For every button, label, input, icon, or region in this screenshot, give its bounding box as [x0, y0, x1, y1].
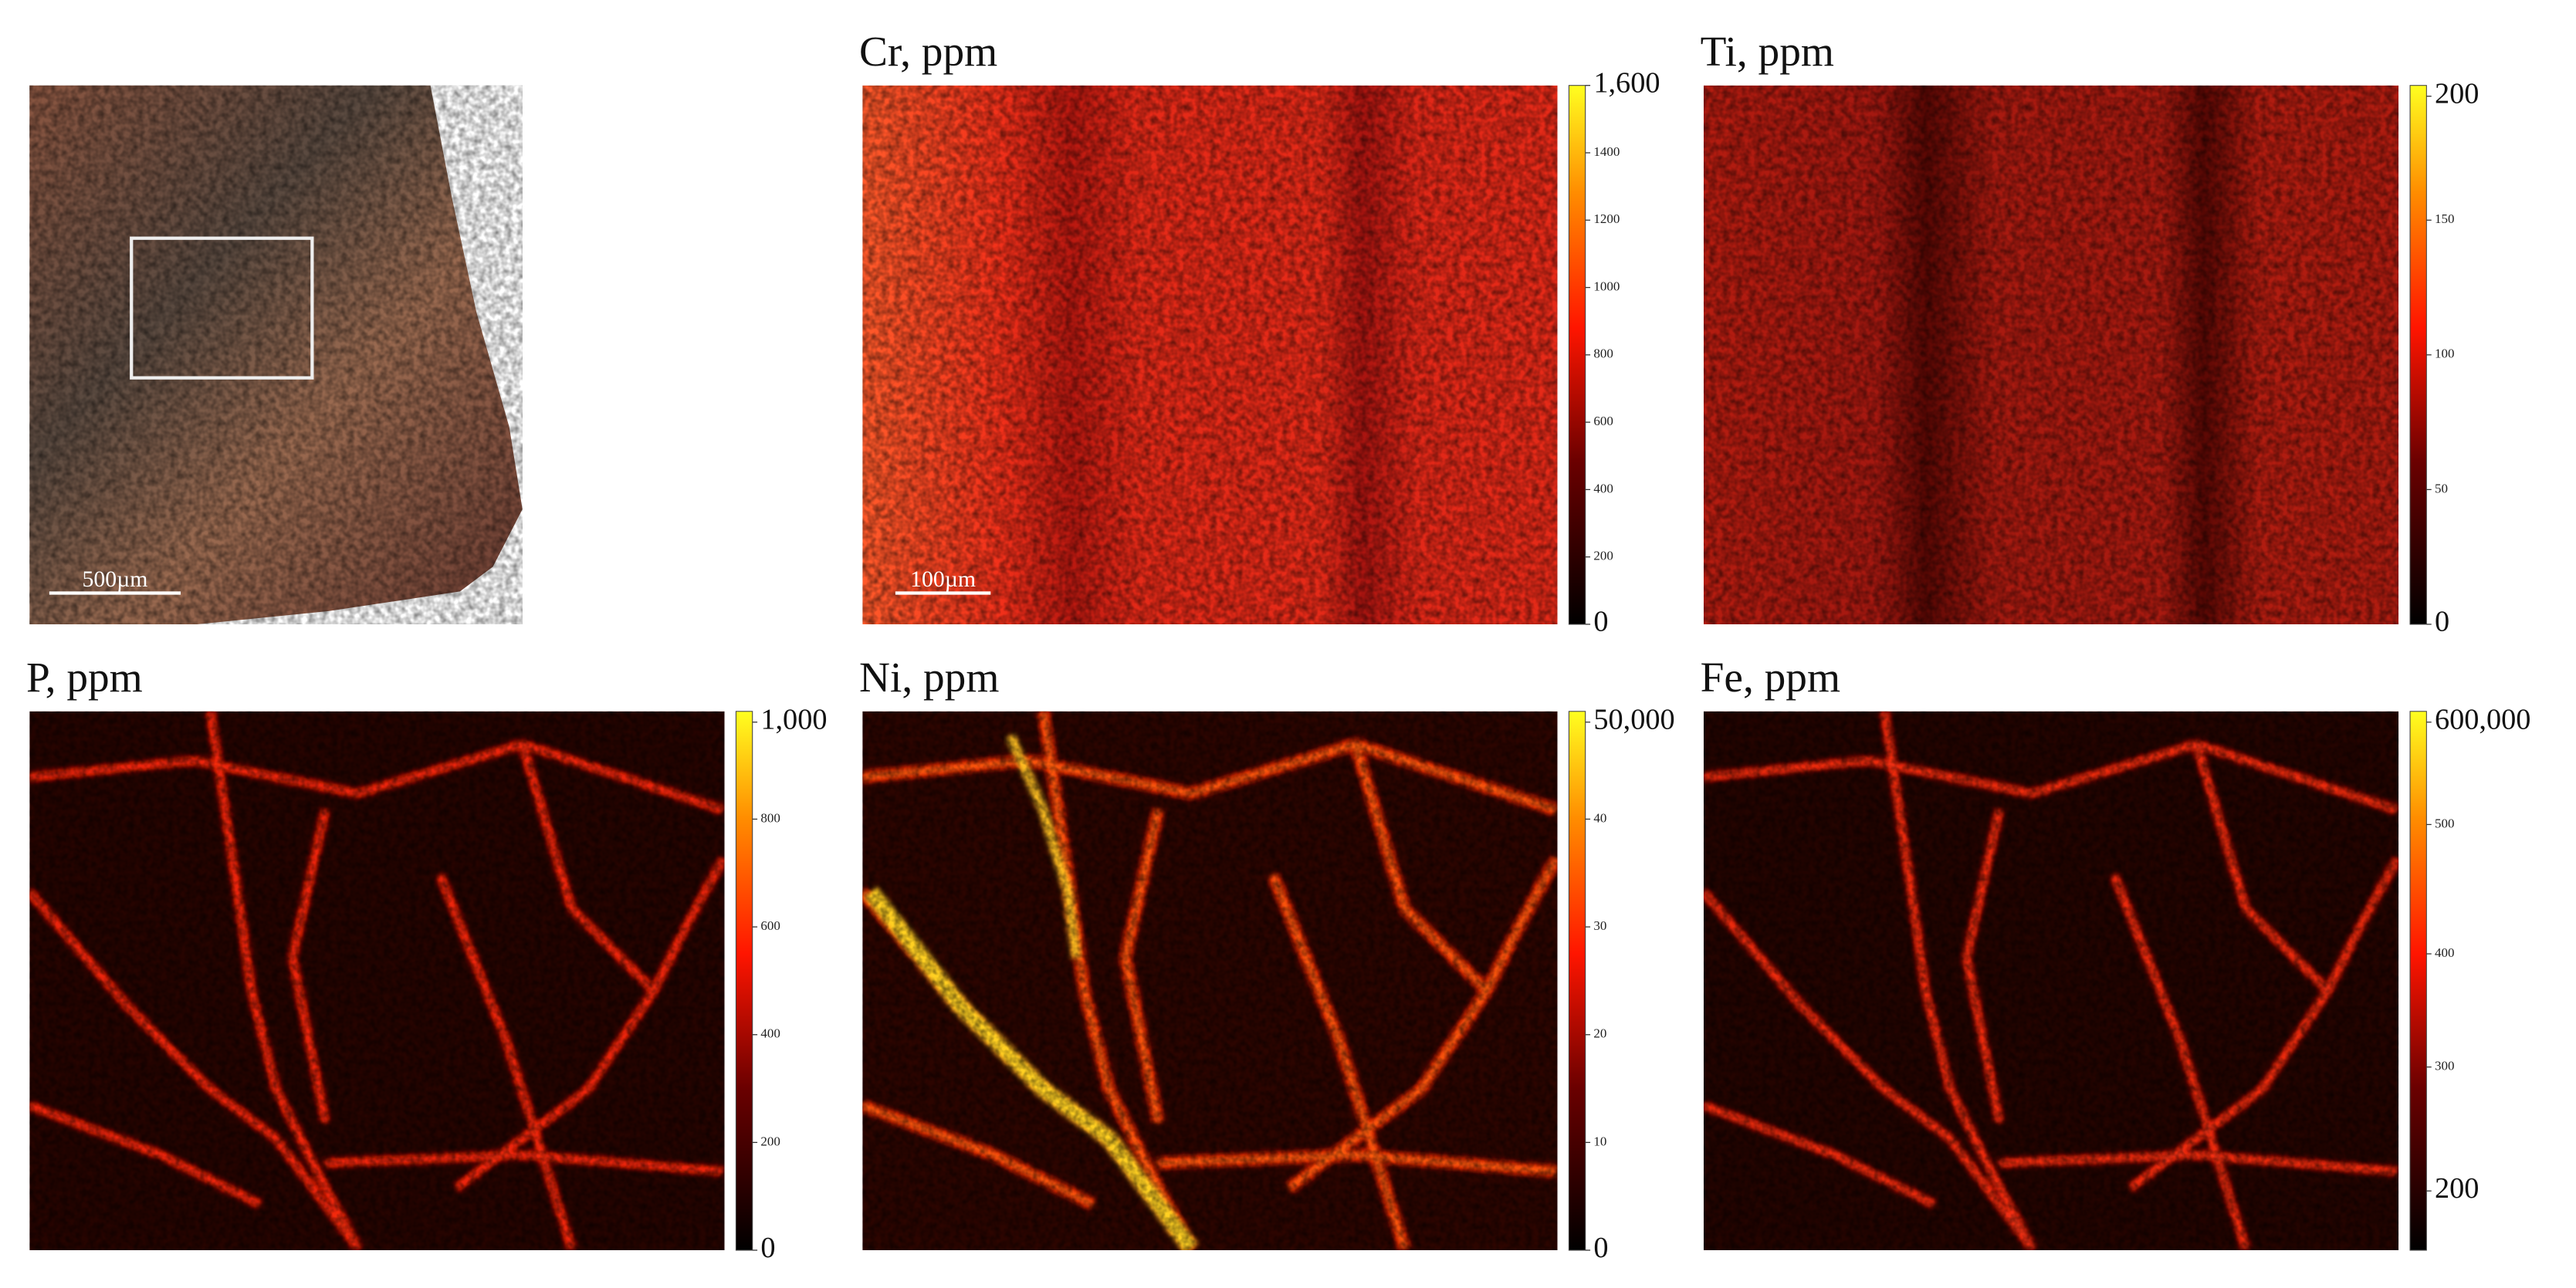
- map-panel: Cr, ppm 1,600 1400 1200 1000 800 600 400 200 0 100…: [859, 28, 1660, 638]
- panel-title: Ni, ppm: [859, 654, 999, 701]
- colorbar-label: 50: [2435, 481, 2448, 495]
- colorbar-label: 1000: [1593, 279, 1620, 293]
- colorbar-label: 200: [2435, 77, 2479, 110]
- colorbar-label: 400: [2435, 945, 2455, 960]
- panel-title: P, ppm: [26, 654, 143, 701]
- colorbar: [2409, 711, 2427, 1251]
- colorbar-label: 20: [1593, 1026, 1606, 1041]
- colorbar-label: 300: [2435, 1059, 2455, 1073]
- map-noise: [862, 711, 1558, 1251]
- colorbar-label: 0: [1593, 606, 1608, 638]
- region-box: [130, 236, 314, 380]
- scale-bar-label: 500µm: [82, 566, 147, 592]
- colorbar-label: 200: [760, 1134, 780, 1148]
- colorbar-label: 150: [2435, 211, 2455, 226]
- panel-title: Fe, ppm: [1701, 654, 1840, 701]
- element-map: [1703, 85, 2399, 624]
- colorbar-label: 0: [2435, 606, 2449, 638]
- colorbar-label: 600,000: [2435, 704, 2530, 736]
- colorbar-label: 800: [760, 810, 780, 825]
- colorbar-label: 200: [2435, 1172, 2479, 1205]
- element-map: [1703, 711, 2399, 1251]
- colorbar-label: 600: [1593, 414, 1613, 428]
- colorbar-label: 200: [1593, 549, 1613, 563]
- map-panel: Ni, ppm 50,000 40 30 20 10 0: [859, 654, 1675, 1264]
- colorbar-label: 1200: [1593, 211, 1620, 226]
- colorbar-label: 1,000: [760, 704, 827, 736]
- element-map: [862, 711, 1558, 1251]
- colorbar-label: 600: [760, 918, 780, 933]
- map-noise: [29, 711, 725, 1251]
- colorbar-label: 400: [760, 1026, 780, 1041]
- colorbar: [1568, 711, 1586, 1251]
- colorbar-label: 10: [1593, 1134, 1606, 1148]
- element-map: [29, 711, 725, 1251]
- photo-texture: [29, 85, 523, 624]
- panel-title: Ti, ppm: [1701, 28, 1834, 75]
- panel-title: Cr, ppm: [859, 28, 997, 75]
- colorbar-label: 0: [760, 1232, 775, 1264]
- colorbar-label: 1400: [1593, 144, 1620, 159]
- map-panel: P, ppm 1,000 800 600 400 200 0: [26, 654, 827, 1264]
- colorbar: [1568, 85, 1586, 625]
- colorbar-label: 1,600: [1593, 66, 1660, 99]
- map-panel: Ti, ppm 200 150 100 50 0: [1701, 28, 2480, 638]
- scale-bar-label: 100µm: [910, 566, 976, 592]
- colorbar-label: 0: [1593, 1232, 1608, 1264]
- element-map: [862, 85, 1558, 624]
- colorbar-label: 30: [1593, 918, 1606, 933]
- colorbar-label: 400: [1593, 481, 1613, 495]
- colorbar: [2409, 85, 2427, 625]
- photo-panel: 500µm: [29, 85, 523, 624]
- colorbar-label: 40: [1593, 810, 1606, 825]
- map-noise: [1703, 85, 2399, 624]
- colorbar-label: 500: [2435, 816, 2455, 830]
- map-noise: [862, 85, 1558, 624]
- colorbar-label: 50,000: [1593, 704, 1674, 736]
- colorbar-label: 800: [1593, 347, 1613, 361]
- colorbar-label: 100: [2435, 347, 2455, 361]
- colorbar: [735, 711, 753, 1251]
- map-noise: [1703, 711, 2399, 1251]
- map-panel: Fe, ppm 600,000 500 400 300 200: [1701, 654, 2530, 1251]
